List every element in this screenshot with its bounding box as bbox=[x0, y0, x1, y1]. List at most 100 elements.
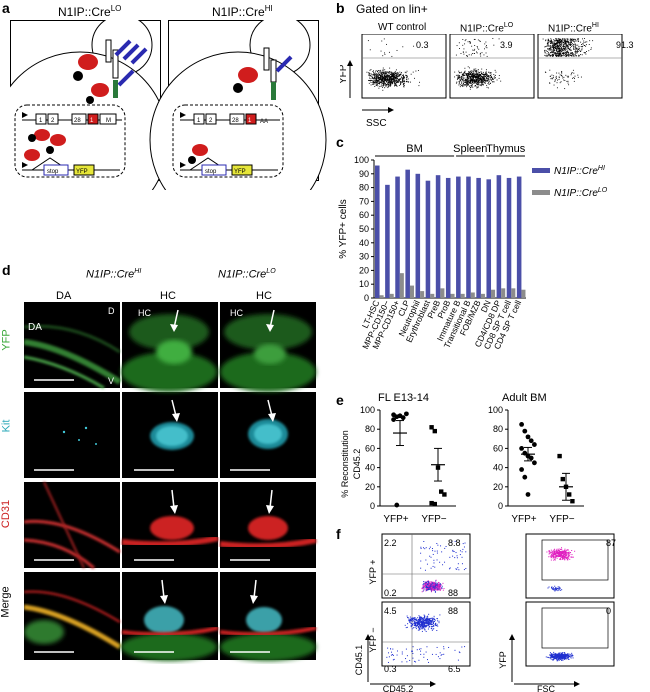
panel-b-event bbox=[402, 81, 404, 83]
panel-b-event bbox=[464, 79, 466, 81]
panel-b-event bbox=[406, 74, 408, 76]
panel-b-event bbox=[486, 73, 488, 75]
panel-b-event bbox=[386, 83, 388, 85]
panel-f-event bbox=[461, 556, 463, 558]
panel-f-event bbox=[551, 554, 553, 556]
panel-b-event bbox=[557, 55, 559, 57]
panel-b-event bbox=[568, 48, 569, 49]
panel-b-event bbox=[553, 40, 555, 42]
panel-b-event bbox=[481, 75, 483, 77]
panel-b-event bbox=[388, 79, 390, 81]
panel-b-event bbox=[550, 47, 552, 49]
panel-f-event bbox=[562, 553, 564, 555]
panel-b-event bbox=[384, 52, 386, 54]
panel-b-event bbox=[480, 77, 482, 79]
panel-f-event bbox=[566, 559, 568, 561]
panel-f-event bbox=[420, 546, 422, 548]
panel-b-event bbox=[565, 55, 567, 57]
panel-b-event bbox=[479, 80, 481, 82]
panel-f-event bbox=[430, 567, 432, 569]
panel-f-event bbox=[406, 661, 408, 663]
panel-f-event bbox=[567, 658, 569, 660]
panel-f-event bbox=[554, 588, 556, 590]
panel-b-event bbox=[372, 81, 374, 83]
panel-b-event bbox=[396, 82, 397, 84]
panel-b-event bbox=[472, 76, 474, 78]
panel-b-event bbox=[585, 53, 587, 55]
panel-b-event bbox=[379, 79, 381, 80]
panel-c-bar-hi bbox=[395, 176, 400, 298]
panel-b-event bbox=[469, 88, 471, 90]
panel-b-event bbox=[456, 81, 458, 83]
panel-b-event bbox=[467, 76, 469, 78]
panel-b-event bbox=[377, 79, 379, 81]
panel-b-event bbox=[472, 81, 474, 83]
panel-f-event bbox=[425, 581, 427, 583]
panel-b-event bbox=[475, 80, 477, 82]
panel-b-event bbox=[467, 77, 469, 79]
panel-b-event bbox=[389, 77, 391, 79]
panel-b-event bbox=[374, 75, 376, 76]
panel-b-event bbox=[476, 83, 477, 85]
panel-b-event bbox=[406, 77, 407, 79]
panel-b-event bbox=[369, 79, 371, 81]
panel-f-event bbox=[420, 648, 422, 650]
panel-b-event bbox=[374, 82, 376, 84]
panel-f-event bbox=[434, 589, 436, 591]
panel-b-event bbox=[493, 74, 495, 75]
panel-b-event bbox=[482, 73, 484, 75]
panel-b-event bbox=[455, 74, 457, 76]
panel-f-event bbox=[457, 563, 459, 565]
panel-f-event bbox=[462, 548, 464, 550]
panel-f-event bbox=[429, 619, 431, 621]
panel-b-event bbox=[470, 80, 472, 82]
panel-b-event bbox=[387, 75, 389, 77]
panel-f-event bbox=[425, 619, 427, 621]
panel-b-event bbox=[369, 69, 371, 71]
panel-f-event bbox=[441, 585, 443, 587]
panel-b-event bbox=[567, 46, 568, 48]
panel-f-event bbox=[561, 652, 563, 654]
panel-b-event bbox=[388, 77, 390, 79]
panel-f-event bbox=[559, 657, 561, 659]
panel-f-event bbox=[419, 617, 421, 619]
panel-b-event bbox=[581, 49, 583, 51]
panel-b-event bbox=[553, 45, 555, 47]
panel-b-event bbox=[566, 51, 568, 53]
panel-b-event bbox=[478, 75, 480, 77]
panel-b-event bbox=[465, 83, 467, 85]
panel-b-event bbox=[376, 81, 378, 83]
panel-f-event bbox=[426, 587, 428, 589]
panel-f-label: f bbox=[336, 526, 341, 542]
panel-f-event bbox=[564, 559, 566, 561]
panel-b-event bbox=[566, 45, 568, 47]
panel-b-event bbox=[473, 82, 475, 84]
panel-f-event bbox=[412, 652, 414, 654]
svg-text:1: 1 bbox=[248, 118, 252, 124]
panel-b-event bbox=[469, 86, 471, 88]
panel-f-event bbox=[452, 549, 454, 551]
panel-e-ylabel-1: % Reconstitution bbox=[340, 430, 350, 498]
panel-f-event bbox=[571, 549, 573, 551]
panel-b-event bbox=[385, 78, 386, 80]
panel-f-event bbox=[439, 585, 441, 587]
panel-b-event bbox=[466, 83, 468, 84]
panel-f-event bbox=[434, 624, 436, 626]
panel-f-event bbox=[456, 557, 458, 559]
panel-b-event bbox=[388, 70, 390, 72]
panel-b-event bbox=[381, 72, 383, 73]
panel-b-event bbox=[579, 49, 581, 51]
panel-b-event bbox=[372, 82, 374, 83]
panel-f-event bbox=[440, 587, 442, 589]
panel-b-event bbox=[377, 80, 379, 82]
panel-f-event bbox=[566, 654, 568, 656]
panel-b-event bbox=[395, 80, 397, 82]
panel-f-event bbox=[568, 555, 570, 557]
panel-b-event bbox=[375, 71, 376, 73]
panel-b-event bbox=[399, 75, 400, 77]
panel-b-event bbox=[472, 77, 474, 79]
panel-f-event bbox=[432, 587, 434, 589]
panel-b-event bbox=[565, 44, 567, 46]
panel-f-event bbox=[550, 658, 552, 660]
panel-f-event bbox=[564, 652, 566, 654]
